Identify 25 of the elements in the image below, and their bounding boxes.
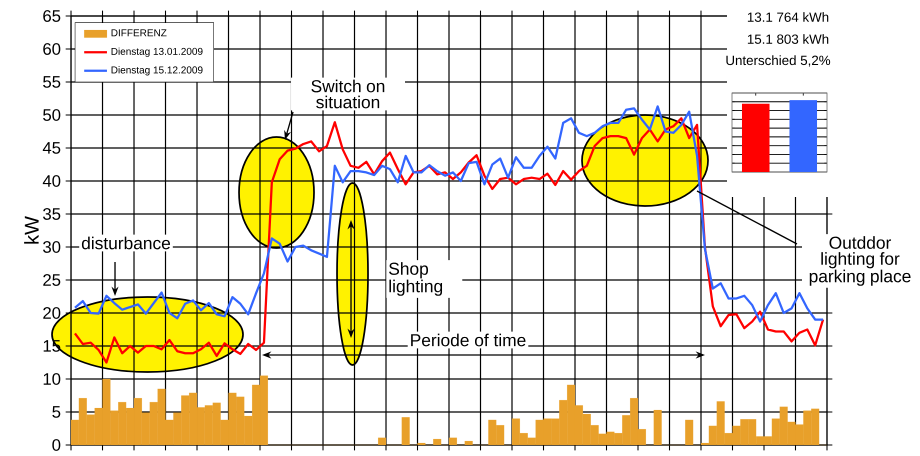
y-tick-label: 25: [43, 274, 60, 286]
y-tick-label: 0: [52, 439, 60, 451]
y-tick-label: 5: [52, 406, 60, 418]
y-tick-label: 35: [43, 208, 60, 220]
y-tick-label: 50: [43, 109, 60, 121]
legend-label: DIFFERENZ: [112, 29, 167, 36]
y-tick-label: 65: [43, 10, 60, 22]
y-tick-label: 55: [43, 76, 60, 88]
annotation: 13.1 764 kWh: [748, 12, 828, 22]
annotation: 15.1 803 kWh: [748, 34, 828, 44]
y-tick-label: 40: [42, 175, 60, 187]
annotation: disturbance: [82, 236, 170, 250]
annotation: Periode of time: [411, 334, 526, 346]
annotation: Outddor lighting for parking place: [810, 236, 911, 286]
y-tick-label: 20: [43, 307, 60, 319]
annotation: Unterschied 5,2%: [726, 55, 830, 67]
y-tick-label: 30: [43, 241, 60, 253]
y-tick-label: 10: [44, 373, 60, 385]
annotation: Switch on situation: [311, 80, 384, 108]
annotation: Shop lighting: [389, 262, 442, 296]
y-tick-label: 60: [43, 43, 60, 55]
y-axis-title: kW: [24, 216, 39, 244]
y-tick-label: 45: [42, 142, 60, 154]
legend-label: Dienstag 15.12.2009: [112, 66, 203, 76]
legend-label: Dienstag 13.01.2009: [112, 48, 203, 57]
